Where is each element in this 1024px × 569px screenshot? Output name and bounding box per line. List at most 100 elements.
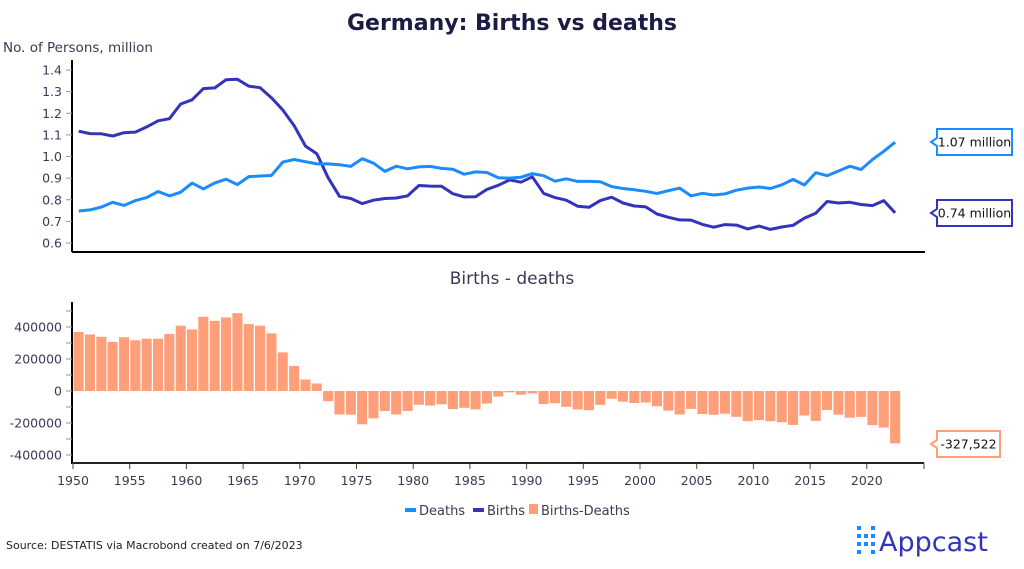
legend-label-births-deaths: Births-Deaths [541,504,630,519]
line-births [78,77,897,231]
bar-1992 [549,391,560,404]
bar-1997 [606,391,617,399]
top-axes: 0.6 0.7 0.8 0.9 1.0 1.1 1.2 1.3 1.4 [42,60,925,253]
bar-2003 [674,391,685,415]
bar-1952 [96,336,107,391]
bar-2022 [890,391,901,444]
bar-y-tick-label: 400000 [14,320,62,335]
y-tick-label: 0.6 [42,236,62,251]
bar-y-tick-label: 0 [54,384,62,399]
bar-1989 [515,391,526,395]
x-tick-label: 1955 [114,473,146,488]
bar-2019 [856,391,867,417]
bar-1983 [447,391,458,410]
bar-1955 [130,340,141,391]
y-tick-label: 1.4 [42,63,62,78]
x-tick-label: 2000 [624,473,656,488]
bar-1974 [345,391,356,415]
legend-swatch-births [473,508,484,512]
bar-2011 [765,391,776,422]
x-tick-label: 1960 [170,473,202,488]
callouts: 1.07 million 0.74 million -327,522 [929,128,1013,458]
x-tick-label: 1985 [454,473,486,488]
bar-2013 [788,391,799,425]
bar-1953 [107,341,118,391]
deaths-end-label: 1.07 million [938,135,1011,150]
legend-label-births: Births [487,504,525,519]
bar-2005 [697,391,708,414]
line-deaths [78,141,897,213]
bar-1973 [334,391,345,415]
x-tick-label: 1980 [397,473,429,488]
bar-2010 [754,391,765,420]
bar-1998 [617,391,628,402]
logo-dots-icon [857,526,875,554]
bar-y-tick-label: 200000 [14,352,62,367]
bar-2001 [651,391,662,407]
bar-2021 [878,391,889,428]
bar-2017 [833,391,844,415]
bar-1965 [243,324,254,391]
legend-swatch-births-deaths [529,504,538,514]
x-tick-label: 1975 [341,473,373,488]
y-tick-label: 1.0 [42,149,62,164]
bar-1972 [323,391,334,402]
births-end-label: 0.74 million [938,206,1011,221]
bar-1978 [391,391,402,415]
bar-1963 [221,317,232,391]
top-lines [78,77,897,231]
deaths-end-label-box [929,128,1013,156]
bar-1970 [300,379,311,391]
bar-2006 [708,391,719,415]
bar-1979 [402,391,413,411]
bar-1976 [368,391,379,419]
chart-title: Germany: Births vs deaths [347,11,677,36]
bar-1994 [572,391,583,410]
bar-1975 [357,391,368,425]
y-axis-label: No. of Persons, million [3,40,153,56]
births-end-label-box [929,199,1013,227]
bar-1957 [153,338,164,391]
y-tick-label: 1.2 [42,106,62,121]
bar-2012 [776,391,787,423]
bar-2000 [640,391,651,403]
bar-1962 [209,320,220,391]
bar-1968 [277,352,288,391]
bar-1950 [73,332,84,391]
y-tick-label: 1.1 [42,127,62,142]
logo-text: Appcast [879,527,988,558]
bar-1993 [561,391,572,407]
y-tick-label: 0.9 [42,171,62,186]
bottom-axes: -400000 -200000 0 200000 400000 1950 1955 1960 1… [10,302,925,488]
bar-1999 [629,391,640,403]
bar-1982 [436,391,447,405]
bar-2002 [663,391,674,411]
bar-1995 [583,391,594,411]
legend-label-deaths: Deaths [419,504,465,519]
bar-2016 [822,391,833,410]
legend-swatch-deaths [405,508,416,512]
bar-1971 [311,383,322,391]
bar-2014 [799,391,810,416]
x-tick-label: 2010 [737,473,769,488]
bar-1977 [379,391,390,411]
bar-2018 [844,391,855,418]
bar-2007 [720,391,731,414]
legend: Deaths Births Births-Deaths [405,504,630,519]
x-tick-label: 1950 [57,473,89,488]
bar-1981 [425,391,436,406]
y-tick-label: 0.7 [42,214,62,229]
x-tick-label: 1990 [511,473,543,488]
births-deaths-end-label: -327,522 [940,437,996,452]
bar-1980 [413,391,424,405]
bar-2015 [810,391,821,421]
x-tick-label: 2020 [851,473,883,488]
bar-1951 [84,334,95,391]
x-tick-label: 2015 [794,473,826,488]
bars [73,313,901,444]
bar-1964 [232,313,243,391]
bar-1956 [141,338,152,391]
x-tick-label: 1995 [567,473,599,488]
bar-y-tick-label: -400000 [10,448,62,463]
